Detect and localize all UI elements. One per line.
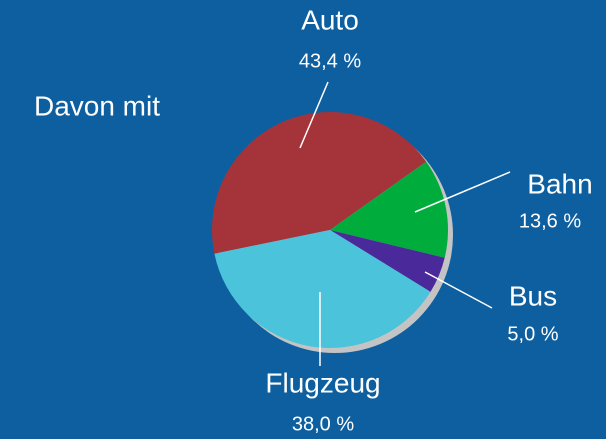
chart-title: Davon mit [34, 90, 160, 121]
slice-label: Flugzeug [265, 367, 380, 398]
slice-value-label: 38,0 % [292, 413, 354, 435]
leader-line [299, 81, 329, 149]
slice-value-label: 5,0 % [507, 323, 558, 345]
pie-slice [214, 230, 431, 348]
leader-line [424, 271, 493, 309]
slice-value-label: 43,4 % [299, 50, 361, 72]
pie-slice [330, 230, 445, 292]
slice-label: Auto [301, 4, 359, 35]
slice-label: Bahn [527, 168, 592, 199]
pie-slice [330, 161, 449, 258]
slice-label: Bus [509, 280, 557, 311]
slice-value-label: 13,6 % [519, 210, 581, 232]
leader-line [414, 171, 511, 213]
pie-slice [212, 112, 427, 254]
